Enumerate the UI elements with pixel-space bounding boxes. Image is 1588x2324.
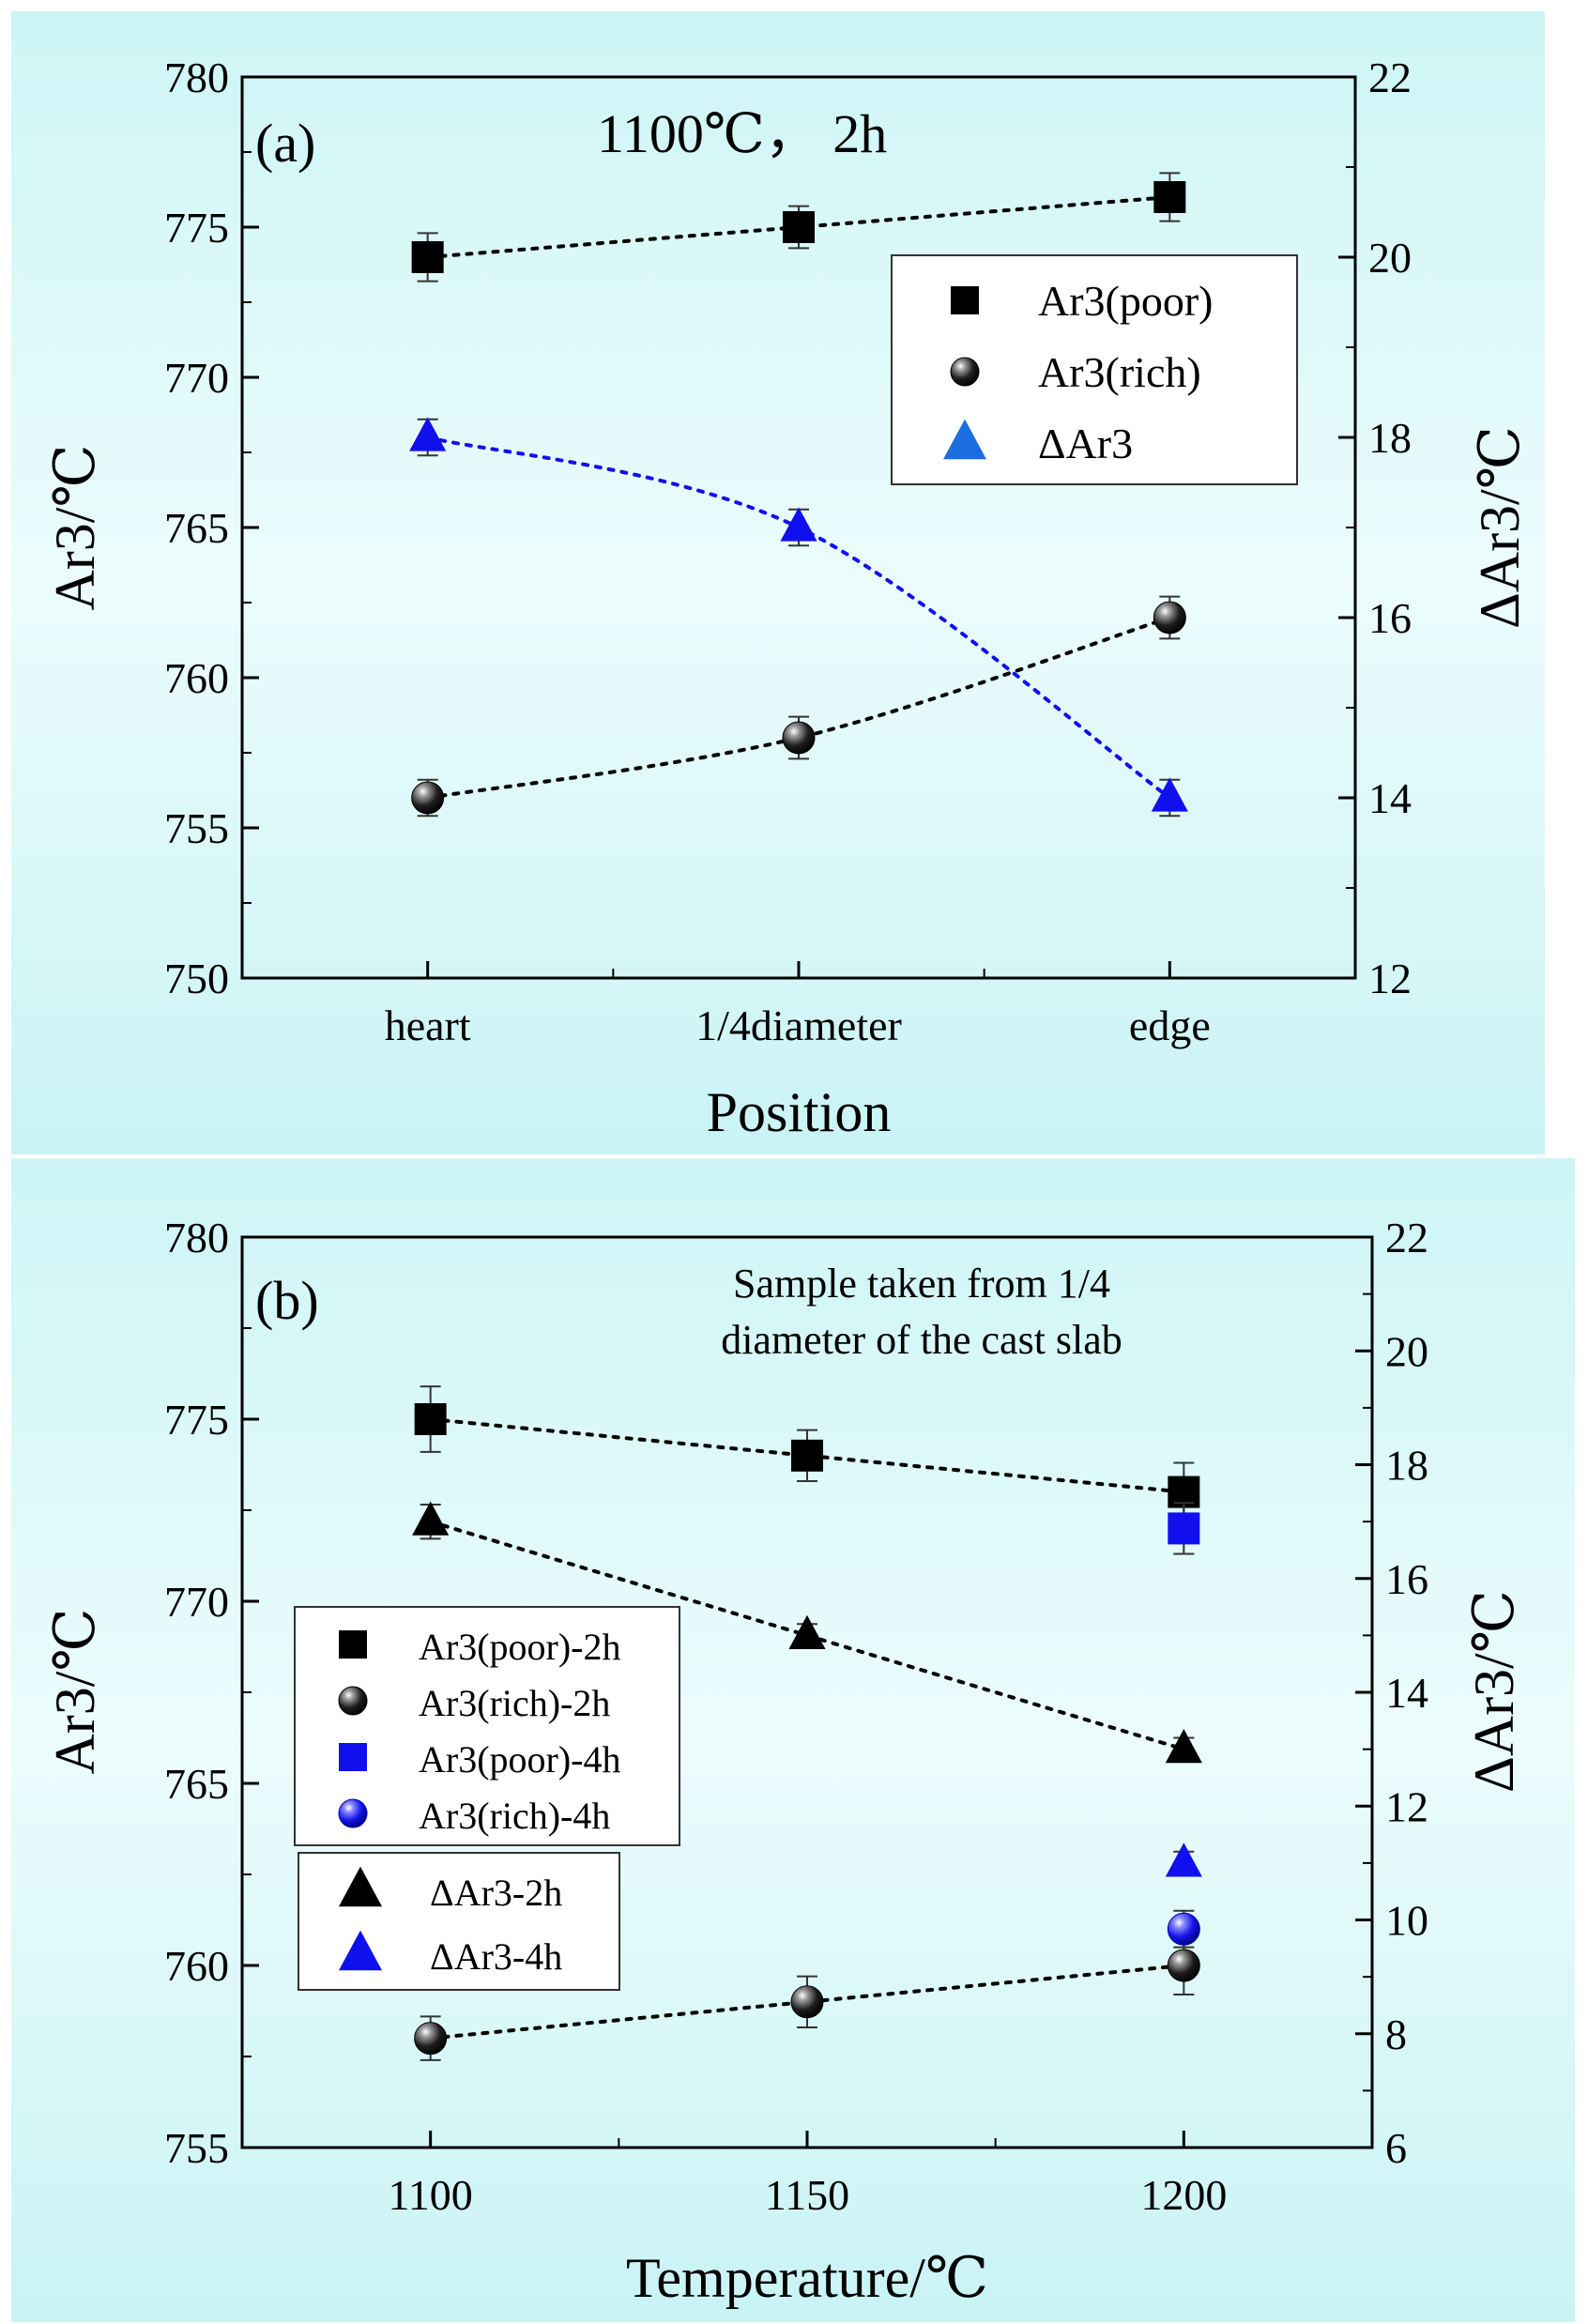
- b-xtick-label: 1100: [389, 2171, 473, 2219]
- b-point-ar3-rich-2h: [414, 2022, 448, 2056]
- b-legend-label-ar3-rich-4h: Ar3(rich)-4h: [419, 1795, 610, 1837]
- a-ytick-label: 775: [164, 204, 229, 252]
- plot-a-legend: Ar3(poor) Ar3(rich) ΔAr3: [891, 254, 1298, 485]
- plot-a-marks: [409, 172, 1188, 818]
- a-y2tick-label: 20: [1368, 234, 1412, 282]
- b-point-ar3-rich-2h: [1167, 1949, 1200, 1982]
- a-y2tick-label: 18: [1368, 414, 1412, 462]
- b-legend-marker-ar3-poor-2h: [339, 1630, 367, 1659]
- b-fitline-ar3-rich-2h: [428, 1964, 1186, 2041]
- plot-b-legend-2: ΔAr3-2h ΔAr3-4h: [298, 1852, 620, 1991]
- b-ytick-label: 780: [164, 1214, 229, 1261]
- b-xtick-label: 1150: [765, 2171, 849, 2219]
- plot-a-axes: 750 755 760 765 770 775 780 12 14 16 18 20 22 heart 1/…: [164, 54, 1412, 1049]
- panel-b-letter: (b): [255, 1270, 319, 1331]
- b-y2tick-label: 6: [1385, 2124, 1407, 2172]
- a-legend-marker-ar3: [943, 419, 986, 460]
- b-legend-label-ar3-poor-2h: Ar3(poor)-2h: [419, 1626, 621, 1668]
- a-legend-marker-ar3-rich: [950, 357, 980, 387]
- b-point-ar3-rich-2h: [790, 1985, 824, 2019]
- b-point-ar3-2h: [1165, 1729, 1202, 1764]
- plot-b-ylabel: Ar3/℃: [44, 1608, 106, 1774]
- b-xtick-label: 1200: [1140, 2171, 1227, 2219]
- a-ytick-label: 750: [164, 955, 229, 1002]
- b-ytick-label: 775: [164, 1396, 229, 1444]
- a-fitline-ar3-rich: [425, 616, 1172, 800]
- b-legend-label-ar3-poor-4h: Ar3(poor)-4h: [419, 1738, 621, 1781]
- panel-a-letter: (a): [255, 113, 315, 174]
- plot-a-y2label: ΔAr3/℃: [1469, 426, 1531, 629]
- plot-b-xlabel: Temperature/℃: [626, 2247, 988, 2309]
- b-legend-marker-ar3-4h: [339, 1930, 382, 1971]
- b-y2tick-label: 18: [1385, 1442, 1428, 1490]
- b-ytick-label: 765: [164, 1760, 229, 1808]
- panel-a-background: [11, 11, 1545, 1154]
- plot-a-ylabel: Ar3/℃: [44, 444, 106, 610]
- panel-b-annotation-line1: Sample taken from 1/4: [733, 1261, 1110, 1307]
- b-y2tick-label: 22: [1385, 1214, 1428, 1261]
- plot-b-axes: 755 760 765 770 775 780 6 8 10 12 14 16 18 20 22 1100 11…: [164, 1214, 1428, 2219]
- b-legend-marker-ar3-rich-2h: [338, 1686, 368, 1716]
- a-ytick-label: 780: [164, 54, 229, 101]
- a-xtick-label: edge: [1129, 1001, 1211, 1049]
- b-legend-marker-ar3-2h: [339, 1866, 382, 1907]
- a-point-ar3-rich: [782, 721, 816, 755]
- a-y2tick-label: 16: [1368, 594, 1412, 642]
- plot-b-marks: [412, 1385, 1202, 2061]
- b-point-ar3-poor-4h: [1168, 1512, 1200, 1545]
- plot-b-y2label: ΔAr3/℃: [1463, 1590, 1525, 1793]
- b-y2tick-label: 8: [1385, 2011, 1407, 2058]
- a-point-ar3: [1151, 777, 1188, 812]
- a-point-ar3: [409, 417, 447, 451]
- panel-b-annotation-line2: diameter of the cast slab: [721, 1317, 1122, 1363]
- a-ytick-label: 755: [164, 804, 229, 852]
- b-legend-marker-ar3-rich-4h: [338, 1798, 368, 1828]
- a-ytick-label: 770: [164, 354, 229, 402]
- plot-a-xlabel: Position: [707, 1081, 892, 1143]
- b-legend-label-ar3-rich-2h: Ar3(rich)-2h: [419, 1682, 610, 1724]
- a-point-ar3-poor: [1153, 181, 1186, 213]
- b-legend-marker-ar3-poor-4h: [339, 1743, 367, 1771]
- a-point-ar3-poor: [411, 241, 444, 273]
- plot-b-legend: Ar3(poor)-2h Ar3(rich)-2h Ar3(poor)-4h Ar3(…: [294, 1606, 680, 1846]
- b-point-ar3-rich-4h: [1167, 1912, 1200, 1946]
- b-point-ar3-2h: [412, 1501, 450, 1536]
- b-point-ar3-poor-2h: [414, 1403, 447, 1435]
- a-legend-label-ar3-poor: Ar3(poor): [1038, 277, 1214, 325]
- b-ytick-label: 760: [164, 1942, 229, 1990]
- panel-a-annotation: 1100℃， 2h: [597, 103, 887, 164]
- panel-a: 750 755 760 765 770 775 780 12 14 16 18 20 22 heart 1/…: [11, 11, 1545, 1154]
- a-ytick-label: 765: [164, 504, 229, 552]
- b-legend-label-ar3-4h: ΔAr3-4h: [430, 1935, 562, 1978]
- b-point-ar3-2h: [788, 1614, 826, 1650]
- a-legend-marker-ar3-poor: [951, 286, 979, 314]
- b-fitline-ar3-poor-2h: [428, 1417, 1186, 1494]
- panel-b-background: [11, 1158, 1575, 2322]
- a-point-ar3-rich: [1153, 601, 1186, 635]
- b-point-ar3-poor-2h: [791, 1439, 823, 1472]
- a-point-ar3: [780, 507, 817, 542]
- a-point-ar3-poor: [783, 211, 815, 243]
- panel-b: 755 760 765 770 775 780 6 8 10 12 14 16 18 20 22 1100 11…: [11, 1158, 1575, 2322]
- b-y2tick-label: 10: [1385, 1897, 1428, 1945]
- b-y2tick-label: 20: [1385, 1327, 1428, 1375]
- a-y2tick-label: 22: [1368, 54, 1412, 101]
- b-point-ar3-4h: [1165, 1842, 1202, 1877]
- a-legend-label-ar3: ΔAr3: [1038, 420, 1133, 467]
- b-y2tick-label: 14: [1385, 1669, 1428, 1717]
- b-y2tick-label: 12: [1385, 1782, 1428, 1830]
- b-ytick-label: 755: [164, 2124, 229, 2172]
- a-point-ar3-rich: [411, 781, 445, 815]
- a-xtick-label: 1/4diameter: [695, 1001, 902, 1049]
- b-ytick-label: 770: [164, 1578, 229, 1626]
- a-xtick-label: heart: [385, 1001, 471, 1049]
- a-legend-label-ar3-rich: Ar3(rich): [1038, 348, 1201, 396]
- a-ytick-label: 760: [164, 654, 229, 702]
- a-y2tick-label: 14: [1368, 774, 1412, 822]
- b-legend-label-ar3-2h: ΔAr3-2h: [430, 1872, 562, 1914]
- b-y2tick-label: 16: [1385, 1555, 1428, 1603]
- a-y2tick-label: 12: [1368, 955, 1412, 1002]
